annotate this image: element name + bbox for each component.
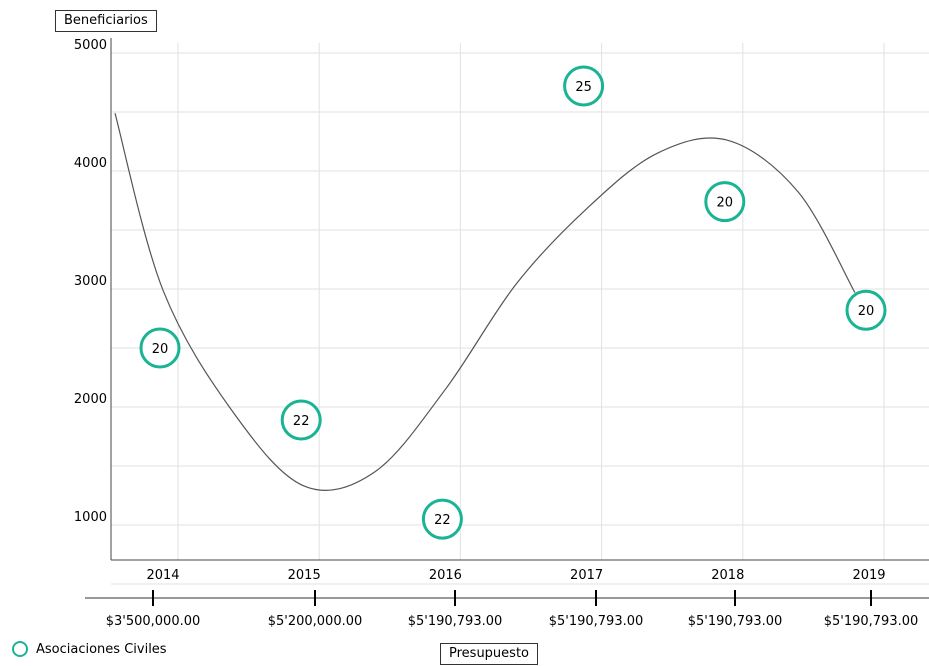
data-point-circle (563, 65, 605, 107)
y-tick-labels: 1000 2000 3000 4000 5000 (74, 38, 107, 525)
y-tick-label: 2000 (74, 392, 107, 407)
budget-tick-label: $5'190,793.00 (549, 614, 644, 629)
x-tick-label: 2014 (146, 568, 179, 583)
axes (110, 38, 929, 561)
data-point-circle (139, 327, 181, 369)
data-point-circle (280, 399, 322, 441)
legend-circle-icon (12, 641, 28, 657)
data-point-label: 22 (434, 513, 451, 528)
data-point: 20 (139, 327, 181, 369)
budget-tick-label: $3'500,000.00 (106, 614, 201, 629)
x-tick-label: 2019 (852, 568, 885, 583)
data-point-label: 20 (152, 342, 169, 357)
y-axis-title: Beneficiarios (55, 10, 157, 32)
budget-axis-title: Presupuesto (440, 643, 538, 665)
legend: Asociaciones Civiles (12, 641, 167, 657)
data-point: 22 (421, 498, 463, 540)
data-points: 20 22 22 25 20 20 (139, 65, 887, 540)
x-tick-label: 2018 (711, 568, 744, 583)
y-tick-label: 3000 (74, 274, 107, 289)
data-point-label: 20 (858, 304, 875, 319)
budget-tick-label: $5'190,793.00 (824, 614, 919, 629)
data-point-label: 20 (717, 196, 734, 211)
gridlines (111, 43, 929, 585)
legend-label: Asociaciones Civiles (36, 641, 167, 657)
data-point-circle (704, 181, 746, 223)
trend-line-group (114, 113, 856, 491)
y-tick-label: 5000 (74, 38, 107, 53)
data-point-circle (421, 498, 463, 540)
trend-line (114, 113, 856, 491)
x-tick-label: 2017 (570, 568, 603, 583)
data-point: 22 (280, 399, 322, 441)
data-point-label: 25 (575, 80, 592, 95)
budget-tick-label: $5'200,000.00 (268, 614, 363, 629)
y-tick-label: 1000 (74, 510, 107, 525)
data-point: 20 (845, 289, 887, 331)
x-tick-label: 2016 (429, 568, 462, 583)
data-point-circle (845, 289, 887, 331)
x-tick-labels: 2014 2015 2016 2017 2018 2019 (146, 568, 885, 583)
budget-tick-label: $5'190,793.00 (408, 614, 503, 629)
budget-axis: $3'500,000.00 $5'200,000.00 $5'190,793.00 $… (85, 590, 929, 629)
budget-tick-label: $5'190,793.00 (688, 614, 783, 629)
x-tick-label: 2015 (288, 568, 321, 583)
y-tick-label: 4000 (74, 156, 107, 171)
data-point-label: 22 (293, 414, 310, 429)
data-point: 25 (563, 65, 605, 107)
data-point: 20 (704, 181, 746, 223)
